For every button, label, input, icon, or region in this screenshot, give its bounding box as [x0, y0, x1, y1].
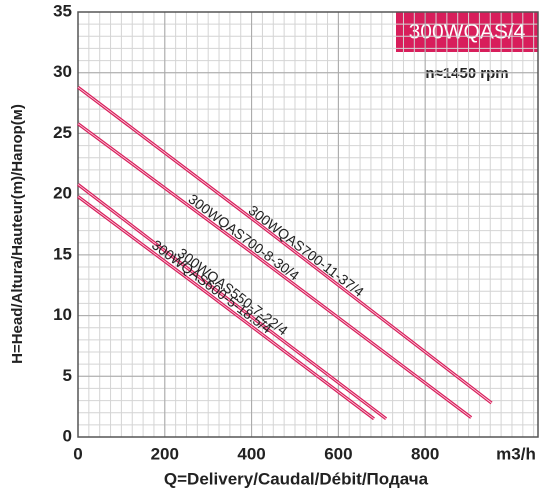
y-tick-label: 25 — [53, 123, 72, 142]
x-tick-label: 400 — [237, 444, 265, 463]
y-tick-label: 15 — [53, 244, 72, 263]
x-tick-label: 600 — [324, 444, 352, 463]
curve-core — [77, 86, 492, 404]
y-tick-label: 30 — [53, 62, 72, 81]
y-tick-label: 0 — [63, 426, 72, 445]
badge: 300WQAS/4 — [409, 21, 526, 44]
badge-box — [396, 12, 538, 52]
y-tick-label: 5 — [63, 366, 72, 385]
y-tick-label: 35 — [53, 1, 72, 20]
curve-core — [77, 196, 375, 420]
x-tick-label: 200 — [151, 444, 179, 463]
y-tick-label: 20 — [53, 184, 72, 203]
x-axis-title: Q=Delivery/Caudal/Débit/Подача — [164, 469, 429, 488]
plot-frame — [77, 11, 539, 438]
y-tick-label: 10 — [53, 305, 72, 324]
x-unit: m3/h — [496, 444, 536, 463]
x-tick-label: 800 — [411, 444, 439, 463]
curve-core — [77, 184, 387, 420]
speed: n≈1450 rpm — [425, 65, 508, 82]
y-axis-title: H=Head/Altura/Hauteur(m)/Напор(м) — [9, 104, 26, 364]
x-tick-label: 0 — [73, 444, 82, 463]
curve-core — [77, 123, 472, 418]
